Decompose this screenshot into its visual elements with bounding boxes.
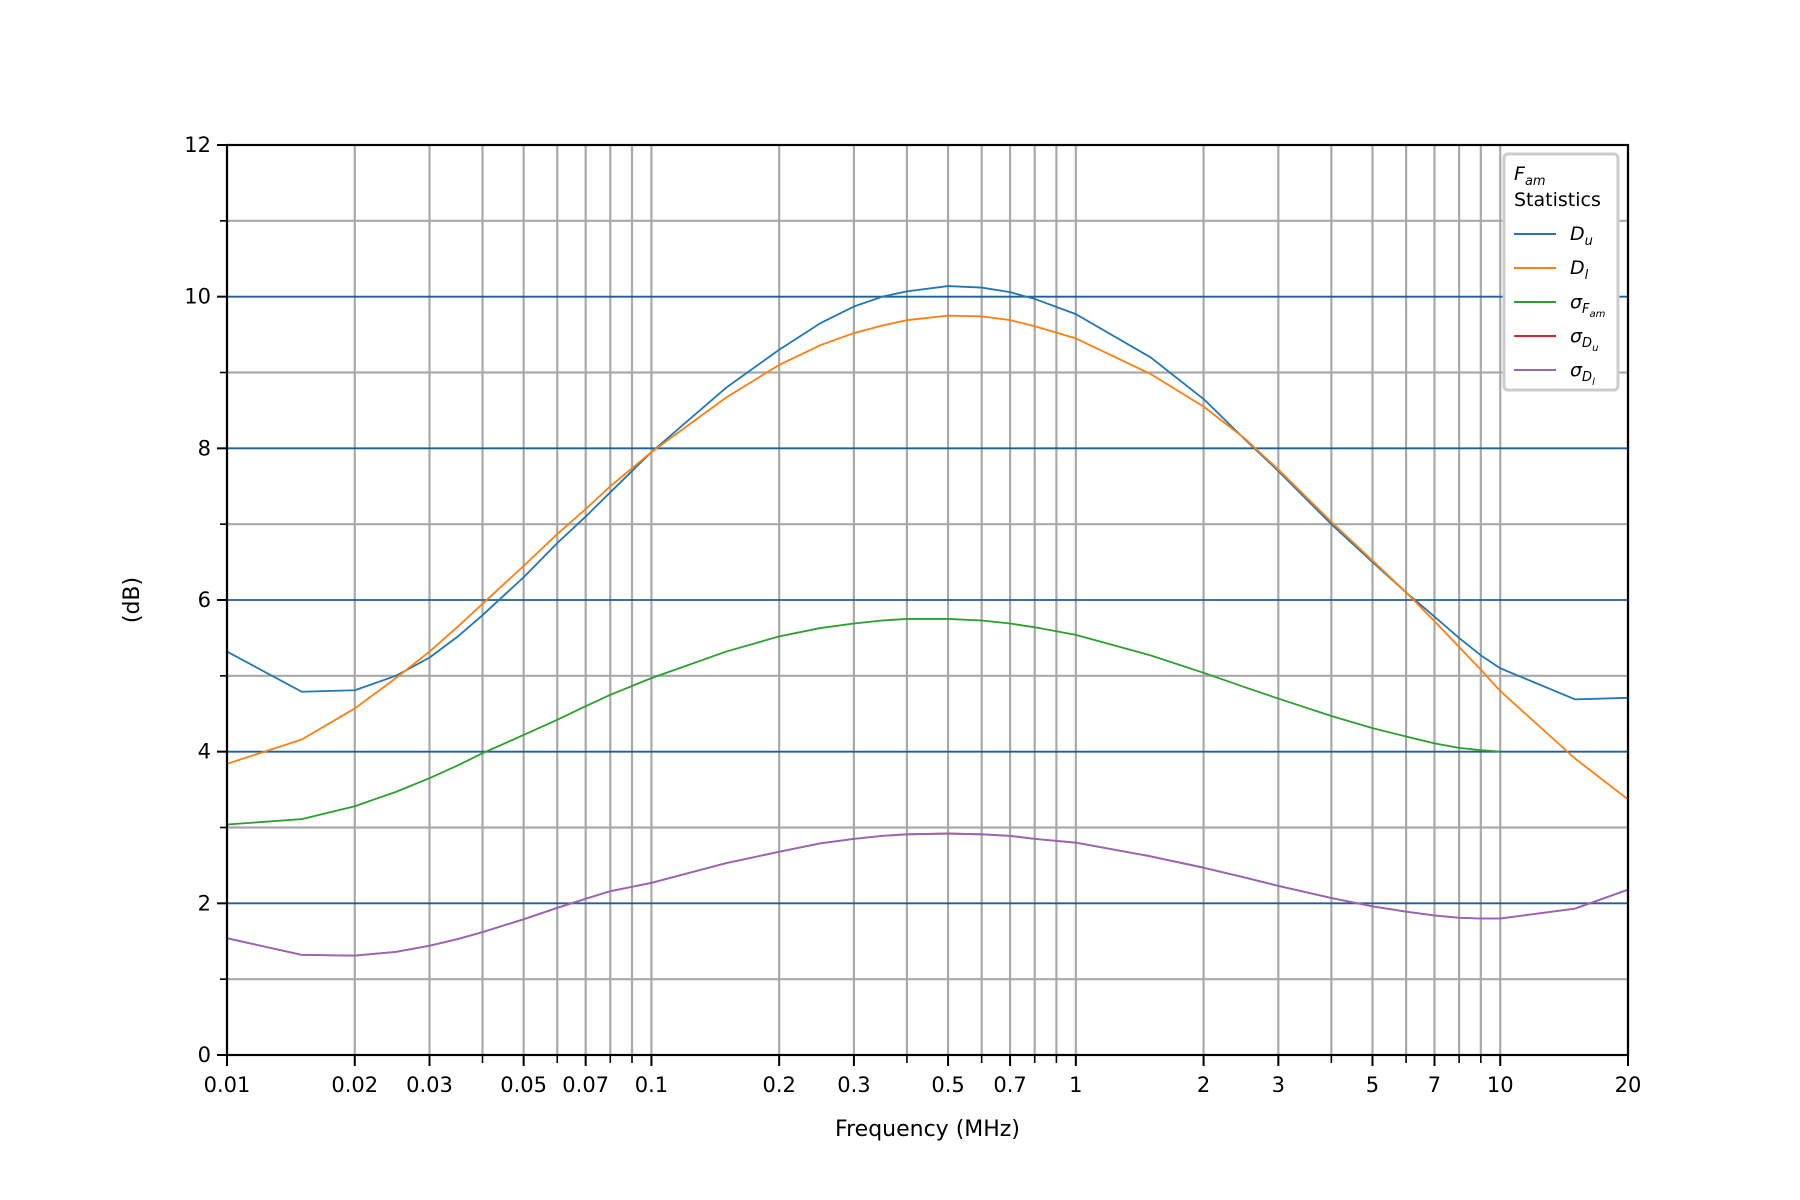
y-tick-label: 4 [198, 740, 211, 764]
y-tick-label: 6 [198, 588, 211, 612]
legend-label-sub: D [1582, 336, 1592, 351]
legend-label-main: σ [1570, 325, 1583, 347]
x-tick-label: 0.05 [500, 1073, 547, 1097]
legend-label: Dl [1570, 257, 1589, 283]
legend-title-main: F [1514, 163, 1526, 185]
axis-ticks [217, 144, 1629, 1066]
x-tick-label: 0.1 [635, 1073, 668, 1097]
legend-title-sub: am [1525, 174, 1546, 189]
series-line-2 [226, 314, 1629, 801]
x-tick-label: 0.5 [931, 1073, 964, 1097]
y-tick-label: 0 [198, 1043, 211, 1067]
legend-label-main: D [1570, 257, 1585, 279]
legend-label-sub: D [1582, 370, 1592, 385]
legend-label-sub2: u [1592, 343, 1598, 354]
y-axis-label: (dB) [120, 577, 145, 623]
x-tick-label: 3 [1272, 1073, 1285, 1097]
x-tick-label: 0.3 [837, 1073, 870, 1097]
x-tick-label: 2 [1197, 1073, 1210, 1097]
legend-label-sub2: l [1592, 377, 1595, 388]
y-tick-label: 2 [198, 891, 211, 915]
series-layer [226, 285, 1629, 957]
grid-major [227, 295, 1628, 905]
legend-label: Du [1570, 223, 1593, 249]
legend-label: σDu [1570, 325, 1598, 354]
legend-label-main: σ [1570, 291, 1583, 313]
legend-label-main: σ [1570, 359, 1583, 381]
series-line-5 [226, 832, 1629, 957]
x-tick-label: 10 [1487, 1073, 1514, 1097]
x-tick-label: 0.01 [204, 1073, 251, 1097]
series-line-3 [226, 618, 1501, 826]
y-tick-label: 10 [184, 285, 211, 309]
x-tick-label: 5 [1366, 1073, 1379, 1097]
legend-title: Fam [1514, 163, 1546, 189]
legend-label-sub2: am [1590, 309, 1606, 320]
x-tick-label: 0.2 [762, 1073, 795, 1097]
legend-label: σFam [1570, 291, 1606, 320]
y-tick-label: 8 [198, 436, 211, 460]
x-tick-label: 1 [1069, 1073, 1082, 1097]
legend-box [1502, 152, 1620, 392]
x-axis-label: Frequency (MHz) [835, 1117, 1020, 1142]
legend-label: σDl [1570, 359, 1595, 388]
x-tick-label: 0.7 [993, 1073, 1026, 1097]
x-tick-label: 0.02 [331, 1073, 378, 1097]
legend-title-line2: Statistics [1514, 189, 1601, 211]
x-tick-label: 0.03 [406, 1073, 453, 1097]
x-tick-label: 7 [1428, 1073, 1441, 1097]
y-tick-label: 12 [184, 133, 211, 157]
legend-label-sub: l [1585, 268, 1589, 283]
legend-label-sub: u [1585, 234, 1593, 249]
legend-label-main: D [1570, 223, 1585, 245]
x-tick-label: 20 [1615, 1073, 1642, 1097]
x-tick-label: 0.07 [562, 1073, 609, 1097]
legend-label-sub: F [1582, 302, 1590, 317]
